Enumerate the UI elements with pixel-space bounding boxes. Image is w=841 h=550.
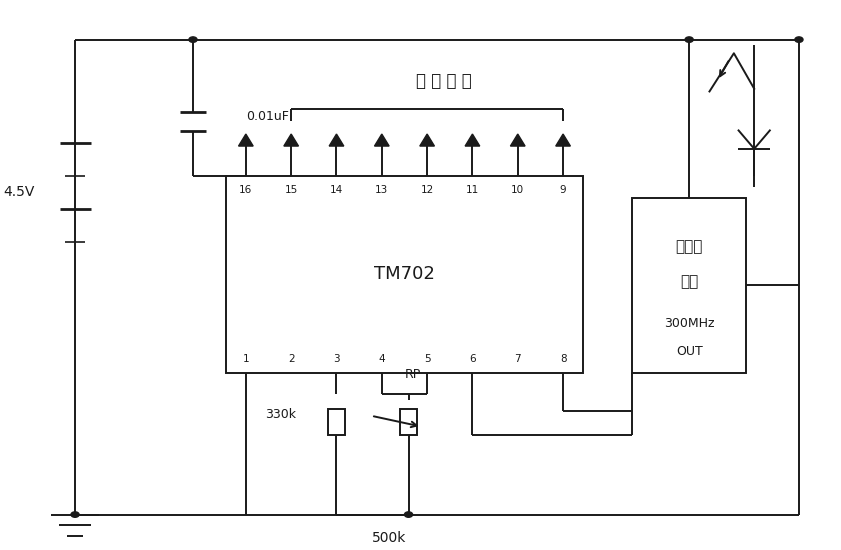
Text: 1: 1 bbox=[242, 354, 249, 364]
Text: 收机: 收机 bbox=[680, 274, 698, 289]
Text: 0.01uF: 0.01uF bbox=[246, 109, 288, 123]
Text: 5: 5 bbox=[424, 354, 431, 364]
Bar bbox=[327, 409, 346, 436]
Circle shape bbox=[795, 37, 803, 42]
Text: 控 制 输 出: 控 制 输 出 bbox=[415, 73, 471, 90]
Polygon shape bbox=[556, 134, 570, 146]
Circle shape bbox=[71, 512, 79, 518]
Text: OUT: OUT bbox=[676, 345, 702, 358]
Text: 9: 9 bbox=[560, 185, 566, 195]
Polygon shape bbox=[510, 134, 525, 146]
Circle shape bbox=[405, 512, 413, 518]
Text: 16: 16 bbox=[239, 185, 252, 195]
Circle shape bbox=[189, 37, 197, 42]
Circle shape bbox=[685, 37, 693, 42]
Polygon shape bbox=[420, 134, 435, 146]
Text: 11: 11 bbox=[466, 185, 479, 195]
Text: 2: 2 bbox=[288, 354, 294, 364]
Text: 14: 14 bbox=[330, 185, 343, 195]
Text: 3: 3 bbox=[333, 354, 340, 364]
Text: 330k: 330k bbox=[265, 409, 296, 421]
Bar bbox=[225, 176, 584, 372]
Text: 4.5V: 4.5V bbox=[3, 185, 34, 200]
Text: 12: 12 bbox=[420, 185, 434, 195]
Bar bbox=[399, 409, 417, 436]
Polygon shape bbox=[239, 134, 253, 146]
Text: 7: 7 bbox=[515, 354, 521, 364]
Text: RP: RP bbox=[405, 368, 420, 381]
Bar bbox=[632, 198, 746, 372]
Text: 500k: 500k bbox=[372, 531, 406, 545]
Polygon shape bbox=[465, 134, 479, 146]
Text: 6: 6 bbox=[469, 354, 476, 364]
Text: 15: 15 bbox=[284, 185, 298, 195]
Text: TM702: TM702 bbox=[374, 265, 435, 283]
Text: 10: 10 bbox=[511, 185, 524, 195]
Polygon shape bbox=[329, 134, 344, 146]
Polygon shape bbox=[374, 134, 389, 146]
Text: 300MHz: 300MHz bbox=[664, 317, 714, 330]
Polygon shape bbox=[284, 134, 299, 146]
Text: 射频接: 射频接 bbox=[675, 239, 703, 254]
Text: 8: 8 bbox=[560, 354, 566, 364]
Text: 13: 13 bbox=[375, 185, 389, 195]
Text: 4: 4 bbox=[378, 354, 385, 364]
